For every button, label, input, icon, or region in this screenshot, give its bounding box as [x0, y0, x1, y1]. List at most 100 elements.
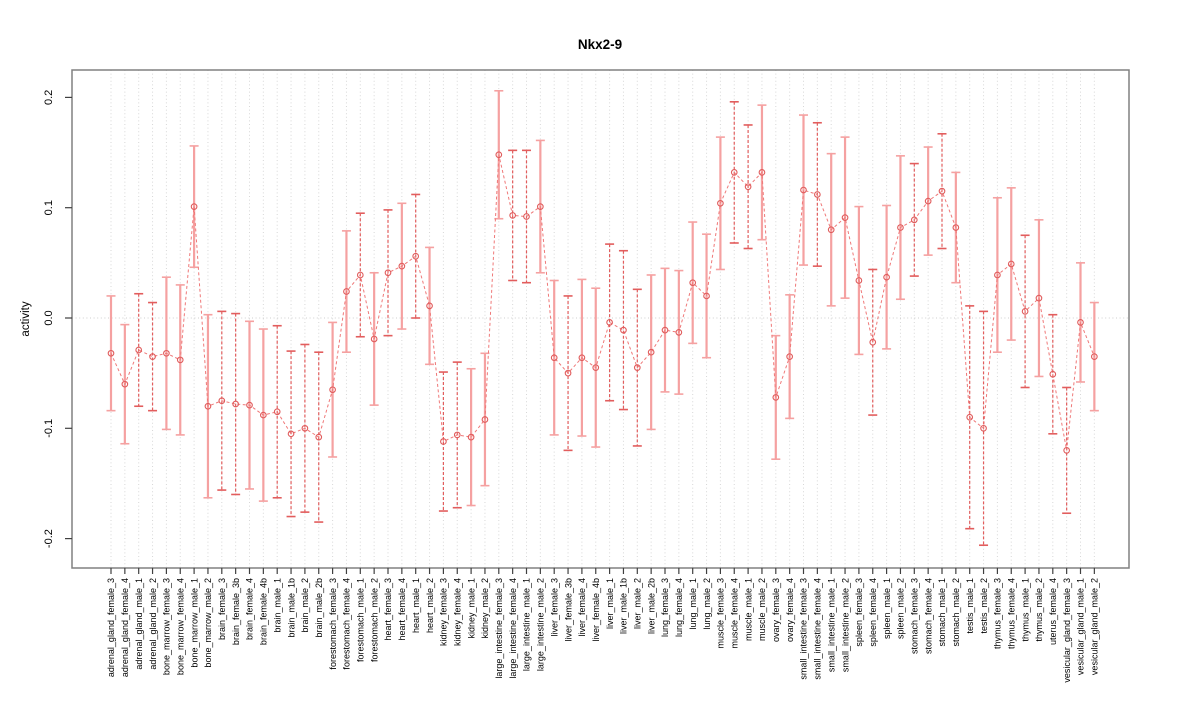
data-point-marker: [260, 411, 267, 419]
x-tick-label: muscle_female_3: [716, 578, 726, 649]
data-point-marker: [135, 346, 143, 354]
data-point-marker: [426, 302, 433, 310]
x-tick-label: muscle_male_2: [757, 578, 767, 641]
x-tick-label: brain_male_1b: [286, 578, 296, 638]
data-point-marker: [1035, 294, 1043, 302]
data-point-marker: [149, 353, 156, 360]
x-tick-label: spleen_female_4: [868, 578, 878, 647]
data-point-marker: [356, 271, 364, 279]
error-bar: [660, 267, 670, 393]
x-tick-label: vesicular_gland_female_3: [1062, 578, 1072, 683]
x-tick-label: heart_female_4: [397, 578, 407, 641]
data-point-marker: [813, 191, 821, 198]
x-tick-label: bone_marrow_male_2: [203, 578, 213, 668]
data-point-marker: [218, 397, 226, 405]
data-point-marker: [453, 431, 461, 439]
data-point-marker: [717, 199, 724, 207]
data-point-marker: [924, 197, 932, 205]
x-tick-label: brain_female_4b: [259, 578, 269, 645]
error-bar: [231, 312, 241, 496]
y-tick-label: 0.1: [43, 200, 55, 215]
data-point-marker: [204, 402, 212, 410]
error-bar: [799, 114, 808, 266]
x-tick-label: thymus_male_1: [1020, 578, 1030, 642]
y-tick-label: 0.2: [43, 90, 55, 105]
data-point-marker: [550, 354, 558, 362]
plot-frame: [71, 69, 1130, 569]
data-point-marker: [592, 364, 600, 371]
x-tick-label: liver_male_2b: [646, 578, 656, 634]
x-tick-label: kidney_male_1: [466, 578, 476, 639]
error-bar: [466, 367, 476, 507]
data-point-marker: [689, 279, 697, 287]
y-tick-label: -0.1: [43, 419, 55, 438]
x-tick-label: large_intestine_female_4: [508, 578, 518, 679]
x-tick-label: thymus_male_2: [1034, 578, 1044, 642]
x-tick-label: brain_male_2: [300, 578, 310, 633]
data-point-marker: [481, 416, 489, 423]
data-point-marker: [509, 212, 517, 219]
x-tick-label: adrenal_gland_female_3: [106, 578, 116, 677]
error-bar: [605, 243, 615, 402]
x-tick-label: bone_marrow_female_3: [162, 578, 172, 675]
data-point-marker: [1063, 447, 1070, 454]
data-point-marker: [1090, 353, 1098, 360]
data-point-marker: [869, 338, 877, 346]
x-tick-label: spleen_female_3: [854, 578, 864, 647]
y-tick-label: -0.2: [43, 529, 55, 548]
y-tick-label: 0.0: [43, 310, 55, 325]
data-point-marker: [232, 400, 239, 408]
data-point-marker: [1021, 308, 1029, 315]
x-tick-label: stomach_female_3: [910, 578, 920, 654]
data-point-marker: [827, 226, 835, 234]
x-tick-label: liver_female_3: [549, 578, 559, 637]
x-tick-label: vesicular_gland_male_1: [1076, 578, 1086, 675]
series-line: [110, 154, 1095, 451]
x-tick-label: small_intestine_female_3: [799, 578, 809, 680]
x-tick-label: brain_female_3b: [231, 578, 241, 645]
connector-line: [110, 154, 1095, 451]
data-point-marker: [176, 356, 184, 364]
error-bar: [549, 279, 559, 436]
x-tick-label: muscle_female_4: [729, 578, 739, 649]
data-point-marker: [910, 216, 918, 224]
error-bar: [480, 352, 490, 487]
x-tick-label: lung_male_1: [688, 578, 698, 630]
error-bar: [1034, 219, 1044, 378]
x-tick-label: large_intestine_female_3: [494, 578, 504, 679]
data-point-marker: [647, 348, 655, 356]
data-point-marker: [966, 413, 974, 421]
x-tick-label: forestomach_male_2: [369, 578, 379, 662]
error-bar: [286, 350, 296, 518]
x-tick-label: liver_female_4b: [591, 578, 601, 642]
data-point-marker: [758, 169, 766, 176]
x-tick-label: forestomach_female_3: [328, 578, 338, 670]
error-bar: [522, 149, 531, 284]
data-point-marker: [467, 433, 475, 441]
data-point-marker: [107, 349, 115, 357]
data-point-marker: [287, 430, 295, 438]
x-tick-label: uterus_female_4: [1048, 578, 1058, 645]
data-point-marker: [800, 186, 807, 194]
x-tick-label: adrenal_gland_male_1: [134, 578, 144, 670]
x-tick-label: large_intestine_male_1: [522, 578, 532, 671]
x-tick-label: thymus_female_4: [1006, 578, 1016, 649]
x-tick-label: liver_female_4: [577, 578, 587, 637]
data-point-marker: [1049, 370, 1057, 378]
x-tick-label: liver_female_3b: [563, 578, 573, 642]
x-tick-label: adrenal_gland_female_4: [120, 578, 130, 677]
y-axis: 0.2 0.1 0.0 -0.1 -0.2: [43, 90, 72, 548]
data-point-marker: [883, 273, 890, 281]
x-tick-label: bone_marrow_female_4: [175, 578, 185, 675]
x-tick-label: testis_male_2: [979, 578, 989, 634]
x-tick-label: lung_female_3: [660, 578, 670, 637]
x-tick-label: stomach_female_4: [923, 578, 933, 654]
error-bar: [425, 246, 435, 366]
data-point-marker: [412, 252, 420, 260]
data-point-marker: [897, 224, 904, 231]
x-tick-label: lung_male_2: [702, 578, 712, 630]
data-point-marker: [1077, 319, 1084, 326]
data-point-marker: [786, 353, 794, 360]
error-bar: [438, 371, 448, 512]
data-point-marker: [841, 214, 849, 221]
